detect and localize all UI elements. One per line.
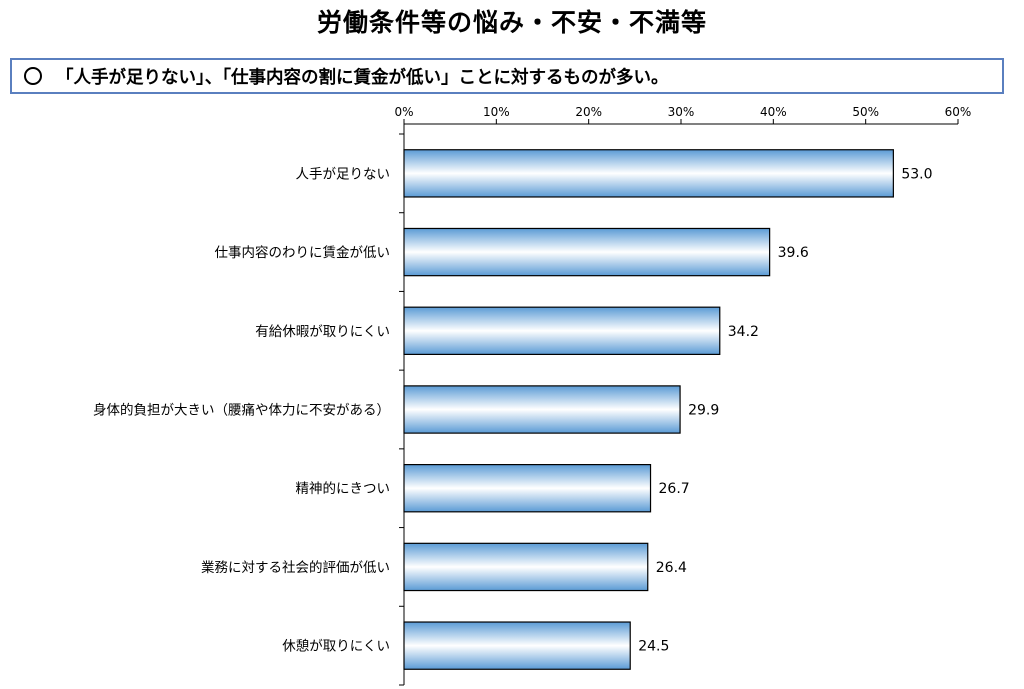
x-tick-label: 40% [760,105,787,119]
bar-value-label: 29.9 [688,403,719,419]
bar [403,464,652,513]
bar [403,149,894,198]
bar-value-label: 53.0 [901,166,932,182]
bar [403,227,771,277]
summary-box: 「人手が足りない」、「仕事内容の割に賃金が低い」ことに対するものが多い。 [10,58,1004,94]
bar [403,621,631,670]
page-title: 労働条件等の悩み・不安・不満等 [316,8,707,37]
bar-value-label: 34.2 [728,324,759,340]
bar-value-label: 26.4 [656,560,687,576]
x-tick-label: 60% [945,105,972,119]
horizontal-bar-chart: 0% 10% 20% 30% 40% 50% 60% 53.0 人手が足りない 39.6 仕事内容の… [93,105,972,686]
category-label: 有給休暇が取りにくい [255,324,390,340]
bar-value-label: 26.7 [659,481,690,497]
circle-bullet-icon [24,67,42,85]
category-label: 仕事内容のわりに賃金が低い [215,244,391,261]
category-label: 休憩が取りにくい [282,638,390,655]
x-tick-label: 30% [668,105,695,119]
x-tick-label: 10% [483,105,510,119]
category-label: 精神的にきつい [296,481,391,497]
x-tick-label: 0% [394,105,413,119]
bar [403,385,681,434]
bar-value-label: 39.6 [778,245,809,261]
category-label: 人手が足りない [296,166,391,182]
x-tick-label: 20% [575,105,602,119]
bar [403,542,649,592]
category-label: 身体的負担が大きい（腰痛や体力に不安がある） [93,402,390,419]
summary-text: 「人手が足りない」、「仕事内容の割に賃金が低い」ことに対するものが多い。 [56,67,669,88]
category-label: 業務に対する社会的評価が低い [201,560,390,576]
x-tick-label: 50% [852,105,879,119]
bar-value-label: 24.5 [638,639,669,655]
bar [403,306,721,356]
